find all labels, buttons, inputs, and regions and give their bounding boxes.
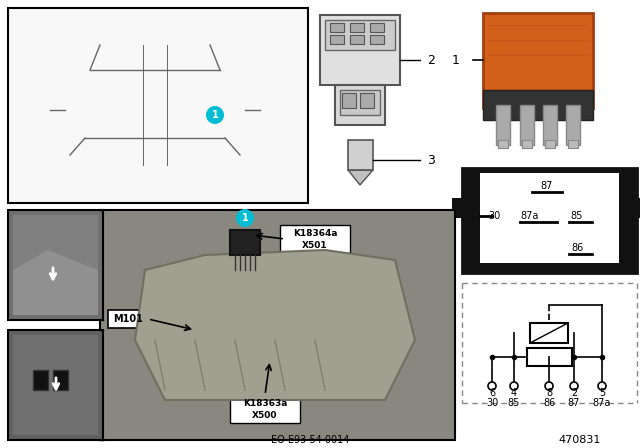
Circle shape: [236, 209, 254, 227]
Circle shape: [598, 382, 606, 390]
Bar: [8, 8, 308, 203]
Bar: [325, 20, 395, 50]
Text: 86: 86: [571, 243, 583, 253]
Bar: [348, 140, 373, 170]
Text: 4: 4: [511, 388, 517, 398]
Text: 87a: 87a: [521, 211, 539, 221]
Text: 6: 6: [489, 388, 495, 398]
Text: 3: 3: [427, 154, 435, 167]
Bar: [335, 85, 385, 125]
Bar: [483, 90, 593, 120]
Bar: [350, 35, 364, 44]
Text: 8: 8: [546, 388, 552, 398]
Bar: [13, 335, 98, 435]
Bar: [545, 140, 555, 148]
Bar: [8, 330, 103, 440]
Text: 470831: 470831: [559, 435, 601, 445]
Circle shape: [570, 382, 578, 390]
Polygon shape: [13, 250, 98, 315]
Bar: [370, 23, 384, 32]
Text: M101: M101: [113, 314, 143, 324]
Bar: [480, 173, 619, 263]
Text: 86: 86: [543, 398, 555, 408]
Bar: [543, 105, 557, 145]
Bar: [342, 93, 356, 108]
Bar: [280, 225, 350, 253]
Circle shape: [510, 382, 518, 390]
Text: K18364a: K18364a: [292, 229, 337, 238]
Text: 85: 85: [508, 398, 520, 408]
Bar: [320, 15, 400, 85]
Bar: [360, 93, 374, 108]
Circle shape: [545, 382, 553, 390]
Text: 1: 1: [212, 110, 218, 120]
Text: 30: 30: [486, 398, 498, 408]
Text: 2: 2: [571, 388, 577, 398]
Bar: [370, 35, 384, 44]
Text: X500: X500: [252, 410, 278, 419]
Circle shape: [206, 106, 224, 124]
Bar: [108, 310, 148, 328]
Bar: [330, 35, 344, 44]
Text: 2: 2: [427, 53, 435, 66]
Bar: [530, 323, 568, 343]
Bar: [462, 168, 637, 273]
Text: 85: 85: [571, 211, 583, 221]
Polygon shape: [348, 170, 373, 185]
Bar: [496, 105, 510, 145]
Bar: [522, 140, 532, 148]
Text: 87: 87: [568, 398, 580, 408]
Text: X501: X501: [302, 241, 328, 250]
Bar: [498, 140, 508, 148]
Text: K18363a: K18363a: [243, 400, 287, 409]
Text: 87a: 87a: [593, 398, 611, 408]
Bar: [452, 198, 464, 218]
Polygon shape: [135, 250, 415, 400]
Bar: [635, 198, 640, 218]
Bar: [527, 348, 572, 366]
Text: 1: 1: [452, 53, 460, 66]
Circle shape: [488, 382, 496, 390]
Text: EO E93 54 0014: EO E93 54 0014: [271, 435, 349, 445]
Text: 30: 30: [488, 211, 500, 221]
Bar: [100, 210, 455, 440]
Text: 1: 1: [242, 213, 248, 223]
Bar: [8, 210, 103, 320]
Bar: [483, 13, 593, 108]
Text: 87: 87: [541, 181, 553, 191]
Bar: [53, 370, 68, 390]
Bar: [230, 395, 300, 423]
Bar: [566, 105, 580, 145]
Text: 5: 5: [599, 388, 605, 398]
Bar: [230, 230, 260, 255]
Bar: [13, 215, 98, 315]
Bar: [350, 23, 364, 32]
Bar: [330, 23, 344, 32]
Bar: [568, 140, 578, 148]
Bar: [33, 370, 48, 390]
Bar: [340, 90, 380, 115]
Bar: [520, 105, 534, 145]
